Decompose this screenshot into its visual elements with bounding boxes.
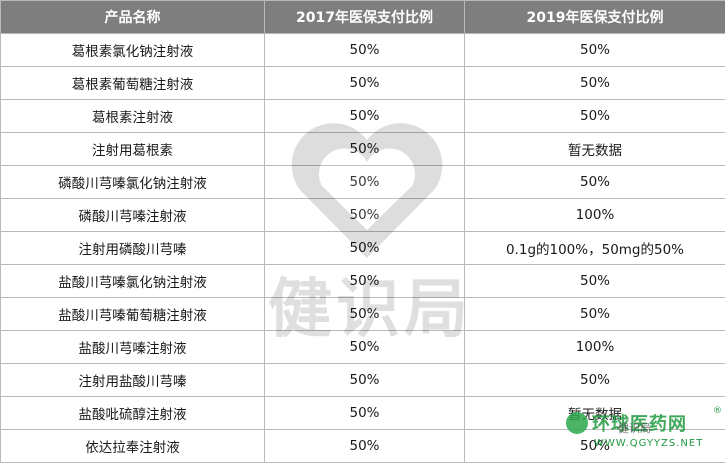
ratio-2019-cell: 0.1g的100%，50mg的50% — [464, 231, 725, 265]
ratio-2019-cell: 暂无数据 — [464, 396, 725, 430]
product-name-cell: 依达拉奉注射液 — [0, 429, 265, 463]
ratio-2019-cell: 50% — [464, 429, 725, 463]
table-row: 盐酸川芎嗪葡萄糖注射液 50% 50% — [0, 297, 725, 331]
ratio-2019-cell: 100% — [464, 198, 725, 232]
product-name-cell: 磷酸川芎嗪氯化钠注射液 — [0, 165, 265, 199]
ratio-2017-cell: 50% — [264, 429, 465, 463]
table-row: 注射用磷酸川芎嗪 50% 0.1g的100%，50mg的50% — [0, 231, 725, 265]
product-name-cell: 磷酸川芎嗪注射液 — [0, 198, 265, 232]
ratio-2019-cell: 50% — [464, 66, 725, 100]
product-name-cell: 注射用盐酸川芎嗪 — [0, 363, 265, 397]
ratio-2019-cell: 50% — [464, 33, 725, 67]
ratio-2019-cell: 50% — [464, 264, 725, 298]
table-row: 注射用葛根素 50% 暂无数据 — [0, 132, 725, 166]
product-name-cell: 葛根素氯化钠注射液 — [0, 33, 265, 67]
table-body: 葛根素氯化钠注射液 50% 50% 葛根素葡萄糖注射液 50% 50% 葛根素注射液 50% 5… — [0, 33, 725, 463]
ratio-2017-cell: 50% — [264, 66, 465, 100]
ratio-2017-cell: 50% — [264, 132, 465, 166]
product-name-cell: 盐酸川芎嗪葡萄糖注射液 — [0, 297, 265, 331]
table-row: 依达拉奉注射液 50% 50% — [0, 429, 725, 463]
table-row: 盐酸川芎嗪氯化钠注射液 50% 50% — [0, 264, 725, 298]
ratio-2017-cell: 50% — [264, 198, 465, 232]
table-row: 磷酸川芎嗪注射液 50% 100% — [0, 198, 725, 232]
ratio-2017-cell: 50% — [264, 363, 465, 397]
ratio-2019-cell: 50% — [464, 297, 725, 331]
product-name-cell: 葛根素注射液 — [0, 99, 265, 133]
table-row: 葛根素注射液 50% 50% — [0, 99, 725, 133]
table-row: 盐酸吡硫醇注射液 50% 暂无数据 — [0, 396, 725, 430]
product-name-cell: 盐酸吡硫醇注射液 — [0, 396, 265, 430]
ratio-2019-cell: 50% — [464, 99, 725, 133]
ratio-2017-cell: 50% — [264, 33, 465, 67]
header-product-name: 产品名称 — [0, 0, 265, 34]
product-name-cell: 盐酸川芎嗪注射液 — [0, 330, 265, 364]
product-name-cell: 盐酸川芎嗪氯化钠注射液 — [0, 264, 265, 298]
table-row: 磷酸川芎嗪氯化钠注射液 50% 50% — [0, 165, 725, 199]
ratio-2017-cell: 50% — [264, 297, 465, 331]
table-row: 葛根素氯化钠注射液 50% 50% — [0, 33, 725, 67]
ratio-2019-cell: 50% — [464, 165, 725, 199]
ratio-2017-cell: 50% — [264, 231, 465, 265]
ratio-2019-cell: 50% — [464, 363, 725, 397]
table-row: 注射用盐酸川芎嗪 50% 50% — [0, 363, 725, 397]
table-row: 葛根素葡萄糖注射液 50% 50% — [0, 66, 725, 100]
ratio-2017-cell: 50% — [264, 99, 465, 133]
table-header-row: 产品名称 2017年医保支付比例 2019年医保支付比例 — [0, 0, 725, 34]
ratio-2017-cell: 50% — [264, 396, 465, 430]
ratio-2017-cell: 50% — [264, 330, 465, 364]
header-2017-ratio: 2017年医保支付比例 — [264, 0, 465, 34]
table-row: 盐酸川芎嗪注射液 50% 100% — [0, 330, 725, 364]
product-name-cell: 注射用葛根素 — [0, 132, 265, 166]
product-name-cell: 葛根素葡萄糖注射液 — [0, 66, 265, 100]
ratio-2019-cell: 暂无数据 — [464, 132, 725, 166]
ratio-2019-cell: 100% — [464, 330, 725, 364]
ratio-2017-cell: 50% — [264, 165, 465, 199]
ratio-2017-cell: 50% — [264, 264, 465, 298]
header-2019-ratio: 2019年医保支付比例 — [464, 0, 725, 34]
product-name-cell: 注射用磷酸川芎嗪 — [0, 231, 265, 265]
